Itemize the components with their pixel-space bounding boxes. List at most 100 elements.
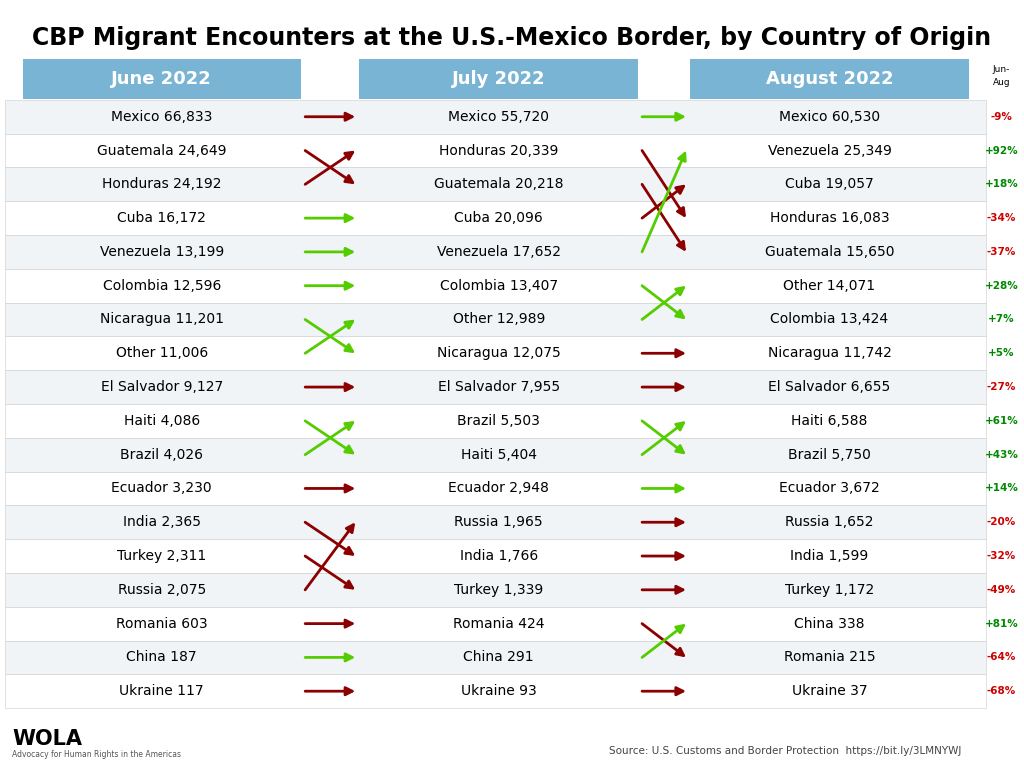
FancyBboxPatch shape — [5, 641, 986, 674]
Text: +18%: +18% — [985, 179, 1018, 190]
Text: July 2022: July 2022 — [452, 70, 546, 88]
Text: Ecuador 3,672: Ecuador 3,672 — [779, 482, 880, 495]
Text: Ukraine 37: Ukraine 37 — [792, 684, 867, 698]
Text: +28%: +28% — [985, 280, 1018, 291]
Text: Nicaragua 11,742: Nicaragua 11,742 — [768, 346, 891, 360]
Text: Romania 603: Romania 603 — [116, 617, 208, 631]
Text: Brazil 5,750: Brazil 5,750 — [788, 448, 870, 462]
Text: El Salvador 9,127: El Salvador 9,127 — [100, 380, 223, 394]
FancyBboxPatch shape — [5, 404, 986, 438]
Text: Romania 215: Romania 215 — [783, 650, 876, 664]
Text: -37%: -37% — [987, 247, 1016, 257]
Text: Advocacy for Human Rights in the Americas: Advocacy for Human Rights in the America… — [12, 750, 181, 759]
Text: Turkey 1,172: Turkey 1,172 — [784, 583, 874, 597]
Text: +43%: +43% — [984, 449, 1019, 460]
Text: Ukraine 93: Ukraine 93 — [461, 684, 537, 698]
Text: Brazil 5,503: Brazil 5,503 — [458, 414, 540, 428]
Text: Turkey 2,311: Turkey 2,311 — [117, 549, 207, 563]
Text: +92%: +92% — [985, 145, 1018, 156]
Text: Guatemala 20,218: Guatemala 20,218 — [434, 177, 563, 191]
Text: China 187: China 187 — [127, 650, 197, 664]
Text: +7%: +7% — [988, 314, 1015, 325]
Text: El Salvador 6,655: El Salvador 6,655 — [768, 380, 891, 394]
Text: Colombia 12,596: Colombia 12,596 — [102, 279, 221, 293]
Text: Source: U.S. Customs and Border Protection  https://bit.ly/3LMNYWJ: Source: U.S. Customs and Border Protecti… — [609, 746, 962, 756]
Text: India 2,365: India 2,365 — [123, 515, 201, 529]
Text: -34%: -34% — [987, 213, 1016, 223]
Text: Mexico 55,720: Mexico 55,720 — [449, 110, 549, 124]
Text: +14%: +14% — [984, 483, 1019, 494]
FancyBboxPatch shape — [5, 573, 986, 607]
Text: Honduras 16,083: Honduras 16,083 — [770, 211, 889, 225]
FancyBboxPatch shape — [5, 100, 986, 134]
Text: -49%: -49% — [987, 584, 1016, 595]
Text: Haiti 5,404: Haiti 5,404 — [461, 448, 537, 462]
Text: Nicaragua 12,075: Nicaragua 12,075 — [437, 346, 560, 360]
FancyBboxPatch shape — [359, 59, 638, 99]
Text: -9%: -9% — [990, 111, 1013, 122]
Text: Other 14,071: Other 14,071 — [783, 279, 876, 293]
Text: India 1,766: India 1,766 — [460, 549, 538, 563]
Text: Cuba 16,172: Cuba 16,172 — [118, 211, 206, 225]
Text: -32%: -32% — [987, 551, 1016, 561]
Text: Honduras 20,339: Honduras 20,339 — [439, 144, 558, 157]
Text: El Salvador 7,955: El Salvador 7,955 — [437, 380, 560, 394]
Text: +81%: +81% — [985, 618, 1018, 629]
Text: Russia 1,652: Russia 1,652 — [785, 515, 873, 529]
Text: Ecuador 2,948: Ecuador 2,948 — [449, 482, 549, 495]
FancyBboxPatch shape — [5, 269, 986, 303]
Text: Mexico 60,530: Mexico 60,530 — [779, 110, 880, 124]
Text: Turkey 1,339: Turkey 1,339 — [454, 583, 544, 597]
FancyBboxPatch shape — [5, 472, 986, 505]
Text: Venezuela 13,199: Venezuela 13,199 — [99, 245, 224, 259]
Text: Venezuela 17,652: Venezuela 17,652 — [436, 245, 561, 259]
FancyBboxPatch shape — [690, 59, 969, 99]
Text: China 338: China 338 — [795, 617, 864, 631]
Text: Mexico 66,833: Mexico 66,833 — [112, 110, 212, 124]
Text: Romania 424: Romania 424 — [453, 617, 545, 631]
Text: Nicaragua 11,201: Nicaragua 11,201 — [99, 313, 224, 326]
FancyBboxPatch shape — [5, 134, 986, 167]
FancyBboxPatch shape — [5, 336, 986, 370]
FancyBboxPatch shape — [5, 303, 986, 336]
FancyBboxPatch shape — [5, 235, 986, 269]
Text: June 2022: June 2022 — [112, 70, 212, 88]
Text: Colombia 13,407: Colombia 13,407 — [439, 279, 558, 293]
Text: Guatemala 15,650: Guatemala 15,650 — [765, 245, 894, 259]
Text: +61%: +61% — [985, 415, 1018, 426]
Text: India 1,599: India 1,599 — [791, 549, 868, 563]
FancyBboxPatch shape — [23, 59, 301, 99]
Text: Colombia 13,424: Colombia 13,424 — [770, 313, 889, 326]
FancyBboxPatch shape — [5, 201, 986, 235]
Text: +5%: +5% — [988, 348, 1015, 359]
Text: Other 11,006: Other 11,006 — [116, 346, 208, 360]
Text: Ecuador 3,230: Ecuador 3,230 — [112, 482, 212, 495]
FancyBboxPatch shape — [5, 438, 986, 472]
Text: Honduras 24,192: Honduras 24,192 — [102, 177, 221, 191]
Text: Jun-: Jun- — [993, 65, 1010, 74]
Text: Ukraine 117: Ukraine 117 — [120, 684, 204, 698]
FancyBboxPatch shape — [5, 539, 986, 573]
Text: Aug: Aug — [992, 78, 1011, 88]
FancyBboxPatch shape — [5, 674, 986, 708]
Text: CBP Migrant Encounters at the U.S.-Mexico Border, by Country of Origin: CBP Migrant Encounters at the U.S.-Mexic… — [33, 26, 991, 51]
FancyBboxPatch shape — [5, 370, 986, 404]
Text: Cuba 20,096: Cuba 20,096 — [455, 211, 543, 225]
FancyBboxPatch shape — [5, 505, 986, 539]
Text: Russia 2,075: Russia 2,075 — [118, 583, 206, 597]
Text: August 2022: August 2022 — [766, 70, 893, 88]
Text: -20%: -20% — [987, 517, 1016, 528]
Text: Haiti 4,086: Haiti 4,086 — [124, 414, 200, 428]
Text: Brazil 4,026: Brazil 4,026 — [120, 448, 204, 462]
Text: -27%: -27% — [987, 382, 1016, 392]
Text: Russia 1,965: Russia 1,965 — [455, 515, 543, 529]
Text: Other 12,989: Other 12,989 — [453, 313, 545, 326]
Text: China 291: China 291 — [464, 650, 534, 664]
Text: WOLA: WOLA — [12, 729, 82, 749]
FancyBboxPatch shape — [5, 607, 986, 641]
Text: Guatemala 24,649: Guatemala 24,649 — [97, 144, 226, 157]
Text: -68%: -68% — [987, 686, 1016, 697]
Text: Haiti 6,588: Haiti 6,588 — [792, 414, 867, 428]
Text: -64%: -64% — [987, 652, 1016, 663]
Text: Cuba 19,057: Cuba 19,057 — [785, 177, 873, 191]
